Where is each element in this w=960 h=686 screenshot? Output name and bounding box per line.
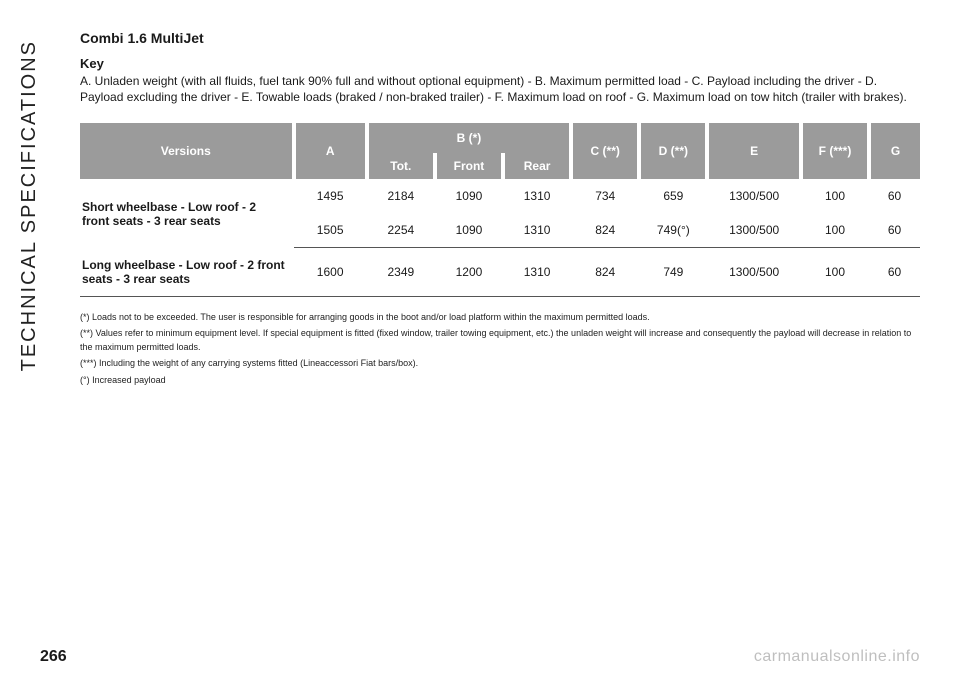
page-title: Combi 1.6 MultiJet — [80, 30, 920, 46]
cell: 60 — [869, 179, 920, 213]
col-b: B (*) — [367, 123, 571, 153]
col-e: E — [707, 123, 801, 179]
col-g: G — [869, 123, 920, 179]
cell: 1200 — [435, 248, 503, 297]
cell: 2184 — [367, 179, 435, 213]
watermark: carmanualsonline.info — [754, 648, 920, 666]
footnotes: (*) Loads not to be exceeded. The user i… — [80, 311, 920, 388]
spec-table: Versions A B (*) C (**) D (**) E F (***)… — [80, 123, 920, 297]
cell: 100 — [801, 213, 869, 248]
cell: 2254 — [367, 213, 435, 248]
cell: 1600 — [294, 248, 367, 297]
cell: 1300/500 — [707, 179, 801, 213]
footnote: (**) Values refer to minimum equipment l… — [80, 327, 920, 354]
cell: 1090 — [435, 213, 503, 248]
table-row: Short wheelbase - Low roof - 2 front sea… — [80, 179, 920, 213]
cell: 1310 — [503, 213, 571, 248]
col-f: F (***) — [801, 123, 869, 179]
cell: 2349 — [367, 248, 435, 297]
col-a: A — [294, 123, 367, 179]
footnote: (***) Including the weight of any carryi… — [80, 357, 920, 371]
cell: 1090 — [435, 179, 503, 213]
cell: 734 — [571, 179, 639, 213]
cell: 659 — [639, 179, 707, 213]
col-b-tot: Tot. — [367, 153, 435, 179]
cell: 824 — [571, 213, 639, 248]
cell: 1300/500 — [707, 248, 801, 297]
section-label: TECHNICAL SPECIFICATIONS — [18, 40, 41, 371]
cell: 749 — [639, 248, 707, 297]
key-heading: Key — [80, 56, 920, 71]
cell: 60 — [869, 248, 920, 297]
page: TECHNICAL SPECIFICATIONS Combi 1.6 Multi… — [0, 0, 960, 686]
cell: 100 — [801, 248, 869, 297]
cell: 824 — [571, 248, 639, 297]
cell: 1300/500 — [707, 213, 801, 248]
cell: 60 — [869, 213, 920, 248]
cell: 1310 — [503, 179, 571, 213]
footnote: (°) Increased payload — [80, 374, 920, 388]
col-b-rear: Rear — [503, 153, 571, 179]
key-body: A. Unladen weight (with all fluids, fuel… — [80, 73, 920, 105]
footnote: (*) Loads not to be exceeded. The user i… — [80, 311, 920, 325]
col-b-front: Front — [435, 153, 503, 179]
col-versions: Versions — [80, 123, 294, 179]
table-row: Long wheelbase - Low roof - 2 front seat… — [80, 248, 920, 297]
cell: 1505 — [294, 213, 367, 248]
cell: 100 — [801, 179, 869, 213]
page-number: 266 — [40, 648, 67, 666]
col-d: D (**) — [639, 123, 707, 179]
row-label: Long wheelbase - Low roof - 2 front seat… — [80, 248, 294, 297]
cell: 1310 — [503, 248, 571, 297]
col-c: C (**) — [571, 123, 639, 179]
row-label: Short wheelbase - Low roof - 2 front sea… — [80, 179, 294, 248]
cell: 749(°) — [639, 213, 707, 248]
cell: 1495 — [294, 179, 367, 213]
